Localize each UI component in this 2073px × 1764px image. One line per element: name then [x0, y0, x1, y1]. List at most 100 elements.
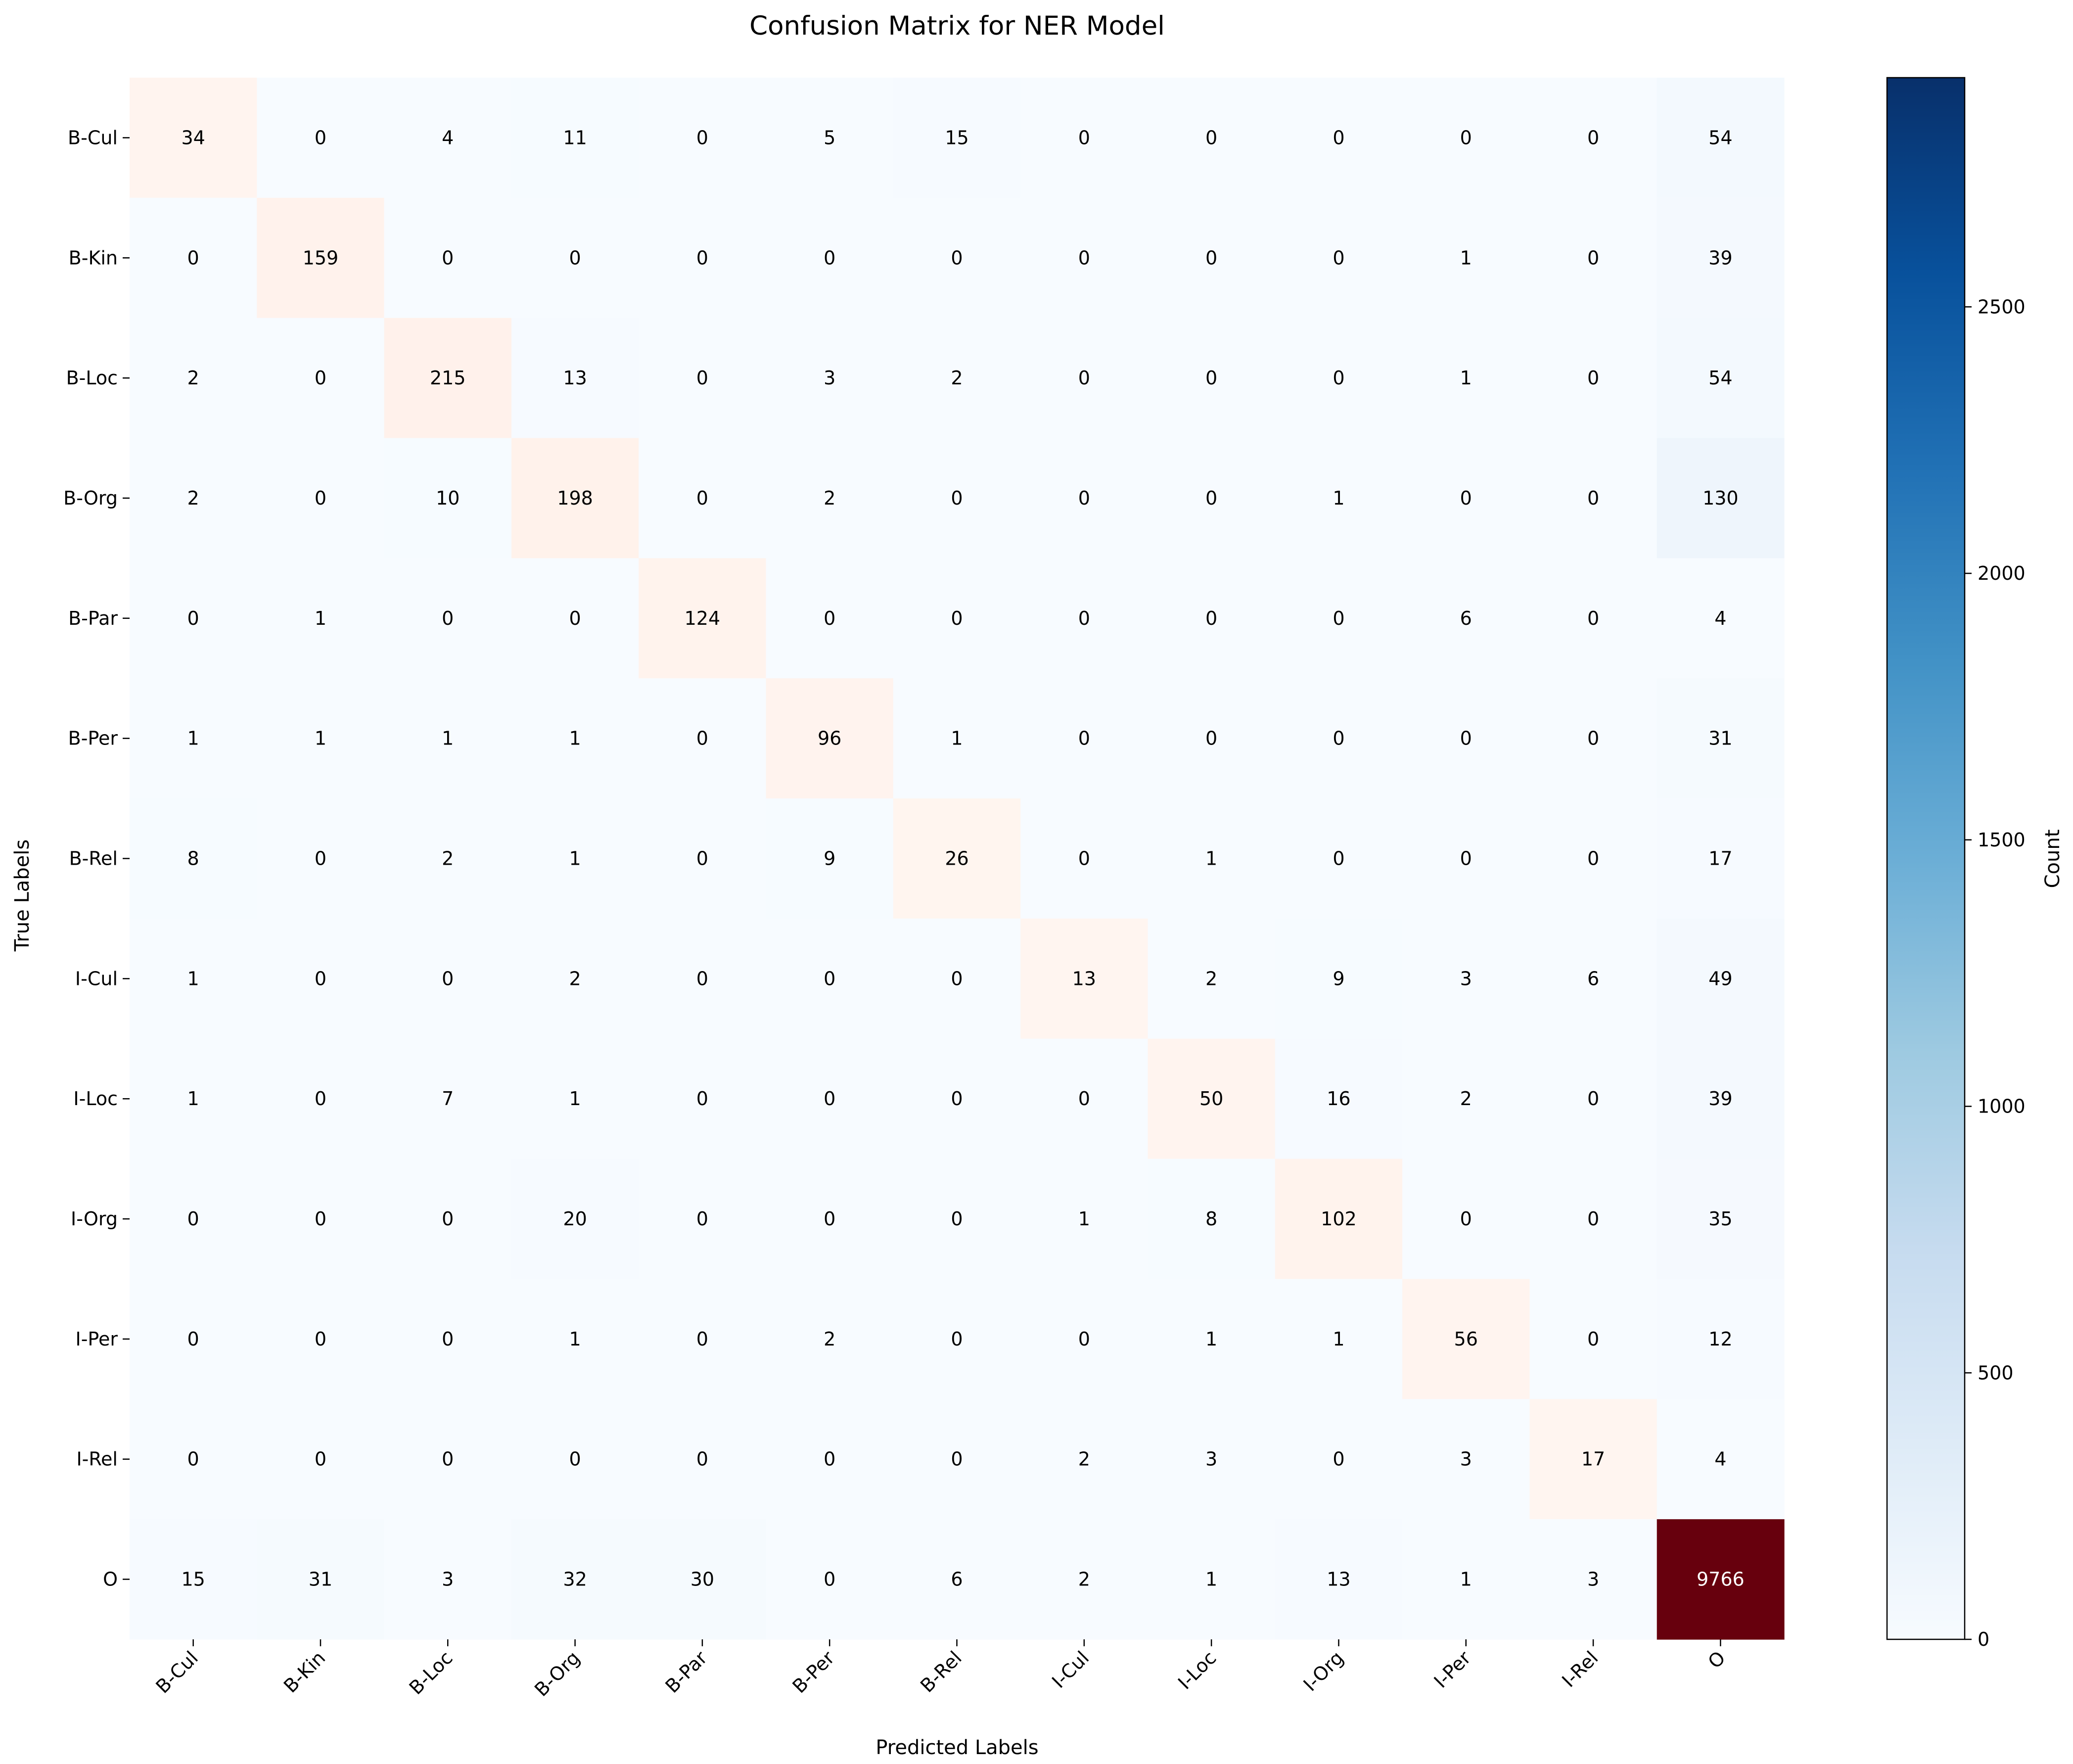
cell-value-label: 0 — [315, 848, 326, 870]
cell-value-label: 1 — [569, 728, 581, 749]
heatmap-cell — [1148, 1399, 1276, 1520]
cell-value-label: 2 — [824, 1328, 835, 1350]
heatmap-cell — [766, 678, 894, 799]
heatmap-cell — [1275, 798, 1403, 919]
heatmap-cell — [1657, 78, 1785, 198]
cell-value-label: 0 — [696, 1208, 708, 1230]
cell-value-label: 0 — [951, 1448, 963, 1470]
colorbar-tick-label: 1500 — [1978, 829, 2026, 851]
colorbar-label: Count — [2041, 830, 2064, 888]
cell-value-label: 0 — [187, 1208, 199, 1230]
heatmap-cell — [511, 1399, 639, 1520]
cell-value-label: 15 — [945, 127, 968, 148]
cell-value-label: 1 — [315, 728, 326, 749]
cell-value-label: 0 — [951, 968, 963, 989]
heatmap-cell — [1275, 197, 1403, 319]
cell-value-label: 3 — [1587, 1569, 1599, 1590]
heatmap-cell — [1402, 1519, 1530, 1640]
heatmap-cell — [893, 197, 1021, 319]
cell-value-label: 0 — [1078, 1328, 1090, 1350]
y-tick-label: I-Org — [71, 1208, 118, 1230]
heatmap-cell — [511, 1279, 639, 1399]
colorbar-tick-label: 2000 — [1978, 562, 2026, 584]
cell-value-label: 1 — [187, 1088, 199, 1110]
heatmap-cell — [766, 1038, 894, 1160]
cell-value-label: 0 — [1333, 247, 1344, 269]
heatmap-cell — [511, 1519, 639, 1640]
cell-value-label: 0 — [1205, 607, 1217, 629]
heatmap-cell — [384, 1399, 512, 1520]
x-tick-label: B-Kin — [279, 1647, 329, 1697]
heatmap-cell — [130, 318, 257, 439]
heatmap-cell — [1275, 918, 1403, 1039]
cell-value-label: 0 — [951, 1208, 963, 1230]
heatmap-cell — [130, 78, 257, 198]
cell-value-label: 0 — [1587, 247, 1599, 269]
cell-value-label: 0 — [315, 968, 326, 989]
heatmap-cell — [257, 197, 385, 319]
cell-value-label: 0 — [1205, 728, 1217, 749]
heatmap-cell — [893, 918, 1021, 1039]
heatmap-cell — [1148, 918, 1276, 1039]
heatmap-cell — [639, 197, 767, 319]
heatmap-cell — [1275, 1399, 1403, 1520]
y-tick-label: B-Kin — [69, 247, 118, 269]
cell-value-label: 0 — [1333, 367, 1344, 389]
cell-value-label: 0 — [1205, 367, 1217, 389]
heatmap-cell — [1020, 1279, 1149, 1399]
heatmap-cell — [766, 318, 894, 439]
cell-value-label: 0 — [1205, 247, 1217, 269]
cell-value-label: 3 — [824, 367, 835, 389]
heatmap-cell — [1657, 318, 1785, 439]
cell-value-label: 34 — [181, 127, 205, 148]
heatmap-cell — [257, 1279, 385, 1399]
heatmap-cell — [766, 1159, 894, 1280]
cell-value-label: 0 — [951, 247, 963, 269]
cell-value-label: 49 — [1708, 968, 1732, 989]
heatmap-cell — [1402, 1399, 1530, 1520]
cell-value-label: 198 — [557, 487, 593, 509]
x-axis-label: Predicted Labels — [875, 1736, 1038, 1759]
heatmap-cell — [893, 78, 1021, 198]
heatmap-cell — [1657, 678, 1785, 799]
cell-value-label: 1 — [187, 728, 199, 749]
cell-value-label: 1 — [569, 1088, 581, 1110]
heatmap-cell — [893, 1399, 1021, 1520]
heatmap-cell — [384, 1279, 512, 1399]
heatmap-cell — [1529, 1038, 1658, 1160]
cell-value-label: 0 — [315, 1328, 326, 1350]
cell-value-label: 0 — [696, 728, 708, 749]
cell-value-label: 7 — [442, 1088, 454, 1110]
heatmap-cell — [639, 78, 767, 198]
heatmap-cell — [639, 558, 767, 679]
cell-value-label: 2 — [1078, 1569, 1090, 1590]
heatmap-cell — [893, 438, 1021, 558]
cell-value-label: 1 — [1333, 487, 1344, 509]
cell-value-label: 1 — [1460, 247, 1472, 269]
heatmap-cell — [893, 1038, 1021, 1160]
cell-value-label: 0 — [1587, 1328, 1599, 1350]
cell-value-label: 0 — [1078, 487, 1090, 509]
heatmap-cell — [766, 1399, 894, 1520]
cell-value-label: 1 — [1205, 1569, 1217, 1590]
cell-value-label: 0 — [696, 247, 708, 269]
cell-value-label: 0 — [1078, 367, 1090, 389]
cell-value-label: 1 — [187, 968, 199, 989]
cell-value-label: 2 — [1460, 1088, 1472, 1110]
cell-value-label: 0 — [442, 968, 454, 989]
x-tick-label: I-Loc — [1174, 1647, 1220, 1693]
cell-value-label: 0 — [696, 1088, 708, 1110]
heatmap-cell — [1657, 558, 1785, 679]
heatmap-cell — [1020, 78, 1149, 198]
chart-title: Confusion Matrix for NER Model — [749, 11, 1165, 41]
heatmap-cell — [511, 558, 639, 679]
heatmap-cell — [1402, 78, 1530, 198]
heatmap-cell — [130, 1279, 257, 1399]
cell-value-label: 0 — [569, 607, 581, 629]
heatmap-cell — [511, 78, 639, 198]
cell-value-label: 3 — [1460, 1448, 1472, 1470]
heatmap-cell — [1402, 918, 1530, 1039]
y-tick-label: B-Cul — [68, 127, 118, 148]
heatmap-cell — [1529, 1399, 1658, 1520]
x-tick-label: I-Cul — [1048, 1647, 1093, 1692]
